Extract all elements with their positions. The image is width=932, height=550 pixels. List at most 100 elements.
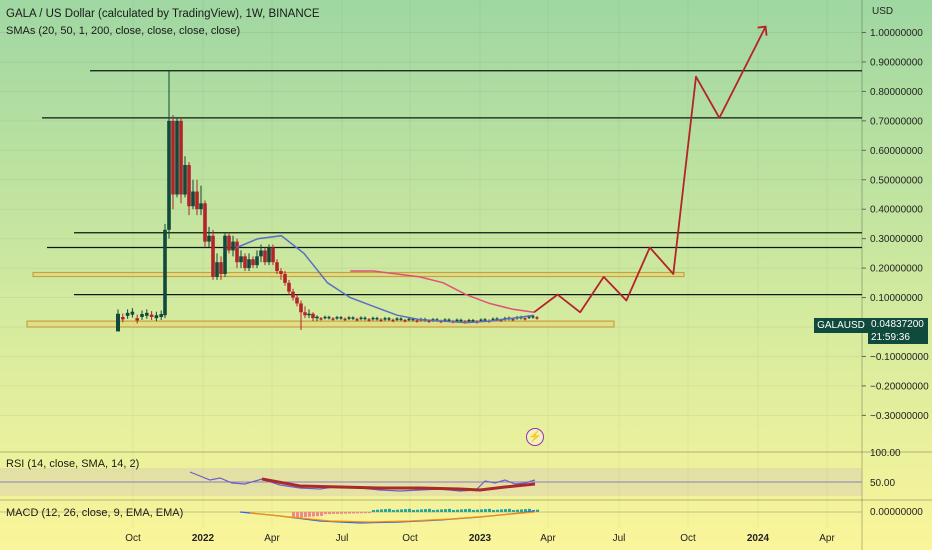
price-axis-unit: USD bbox=[872, 6, 894, 17]
candle-body bbox=[399, 318, 403, 320]
macd-histogram-bar bbox=[508, 508, 511, 512]
candle-body bbox=[407, 318, 411, 321]
candle-body bbox=[443, 319, 447, 321]
candle-body bbox=[279, 271, 283, 274]
symbol-tag: GALAUSD bbox=[814, 318, 868, 333]
candle-body bbox=[523, 318, 527, 320]
bar-countdown: 21:59:36 bbox=[871, 332, 910, 343]
sma-lines bbox=[236, 234, 535, 324]
price-axis-ticks: 1.00000000 0.90000000 0.80000000 0.70000000… bbox=[861, 0, 929, 550]
macd-histogram-bar bbox=[512, 510, 515, 512]
macd-histogram-bar bbox=[496, 509, 499, 512]
candle-body bbox=[247, 259, 251, 269]
candle-body bbox=[479, 319, 483, 322]
macd-pane: 0.00000000 bbox=[0, 499, 932, 524]
price-tick-label: 0.80000000 bbox=[870, 87, 923, 98]
macd-histogram-bar bbox=[304, 512, 307, 518]
macd-histogram-bar bbox=[400, 509, 403, 512]
candle-body bbox=[343, 318, 347, 321]
candle-body bbox=[447, 319, 451, 322]
projection-line bbox=[533, 26, 767, 314]
macd-legend[interactable]: MACD (12, 26, close, 9, EMA, EMA) bbox=[6, 507, 184, 519]
macd-histogram-bar bbox=[500, 509, 503, 512]
price-tick-label: 0.40000000 bbox=[870, 205, 923, 216]
candle-body bbox=[411, 318, 415, 321]
price-tick-label: −0.30000000 bbox=[870, 411, 929, 422]
candle-body bbox=[235, 241, 239, 263]
candle-body bbox=[149, 314, 154, 317]
macd-histogram-bar bbox=[392, 510, 395, 512]
candle-body bbox=[371, 317, 375, 320]
macd-histogram-bar bbox=[452, 510, 455, 512]
candle-body bbox=[391, 319, 395, 322]
candle-body bbox=[427, 320, 431, 323]
macd-histogram-bar bbox=[440, 509, 443, 512]
candle-body bbox=[203, 203, 207, 242]
macd-histogram-bar bbox=[364, 512, 367, 514]
candle-body bbox=[219, 262, 223, 274]
macd-histogram-bar bbox=[488, 508, 491, 512]
macd-histogram-bar bbox=[296, 512, 299, 518]
macd-histogram-bar bbox=[424, 509, 427, 512]
macd-histogram-bar bbox=[436, 509, 439, 512]
rsi-pane: 100.00 50.00 bbox=[0, 448, 932, 496]
candle-body bbox=[307, 313, 311, 316]
rsi-tick-label: 100.00 bbox=[870, 448, 901, 459]
macd-histogram-bar bbox=[292, 512, 295, 518]
candle-body bbox=[367, 319, 371, 321]
candle-body bbox=[187, 165, 191, 207]
sma-20-line bbox=[236, 234, 535, 324]
macd-histogram-bar bbox=[468, 508, 471, 512]
rsi-trend-line bbox=[261, 477, 536, 492]
sma-legend[interactable]: SMAs (20, 50, 1, 200, close, close, clos… bbox=[6, 25, 241, 37]
candle-body bbox=[331, 318, 335, 320]
price-tick-label: −0.10000000 bbox=[870, 352, 929, 363]
candle-body bbox=[327, 316, 331, 319]
macd-histogram-bar bbox=[484, 509, 487, 512]
macd-histogram-bar bbox=[312, 512, 315, 517]
time-tick-label: 2024 bbox=[747, 533, 770, 544]
time-tick-label: Apr bbox=[540, 533, 556, 544]
price-tick-label: 0.50000000 bbox=[870, 175, 923, 186]
macd-histogram-bar bbox=[476, 509, 479, 512]
candle-body bbox=[319, 318, 323, 320]
candle-body bbox=[483, 319, 487, 321]
candle-body bbox=[295, 297, 299, 304]
candle-body bbox=[315, 316, 319, 319]
candle-body bbox=[211, 235, 215, 277]
event-bolt-icon[interactable]: ⚡ bbox=[526, 428, 544, 446]
macd-histogram-bar bbox=[456, 509, 459, 512]
support-zone bbox=[26, 320, 615, 328]
candle-body bbox=[375, 317, 379, 320]
support-zones bbox=[26, 271, 685, 328]
macd-histogram-bar bbox=[432, 510, 435, 512]
macd-histogram-bar bbox=[396, 509, 399, 512]
candle-body bbox=[195, 191, 199, 210]
candle-body bbox=[267, 247, 271, 263]
price-tick-label: 1.00000000 bbox=[870, 28, 923, 39]
macd-histogram-bar bbox=[404, 509, 407, 512]
sma-50-line bbox=[350, 270, 535, 314]
candle-body bbox=[275, 262, 279, 272]
candle-body bbox=[467, 319, 471, 322]
rsi-legend[interactable]: RSI (14, close, SMA, 14, 2) bbox=[6, 458, 140, 470]
macd-histogram-bar bbox=[348, 512, 351, 514]
candle-body bbox=[223, 235, 227, 274]
macd-histogram-bar bbox=[380, 509, 383, 512]
candle-body bbox=[243, 256, 247, 269]
candle-body bbox=[387, 318, 391, 320]
candle-body bbox=[271, 247, 275, 263]
candle-body bbox=[335, 317, 339, 319]
macd-histogram-bar bbox=[332, 512, 335, 514]
time-tick-label: Jul bbox=[613, 533, 626, 544]
macd-histogram-bar bbox=[444, 509, 447, 512]
candle-body bbox=[287, 282, 291, 292]
price-tick-label: 0.70000000 bbox=[870, 116, 923, 127]
candle-body bbox=[283, 273, 287, 283]
macd-histogram-bar bbox=[300, 512, 303, 518]
macd-histogram-bar bbox=[388, 508, 391, 512]
macd-histogram-bar bbox=[524, 509, 527, 512]
price-tick-label: −0.20000000 bbox=[870, 381, 929, 392]
macd-histogram-bar bbox=[464, 509, 467, 512]
